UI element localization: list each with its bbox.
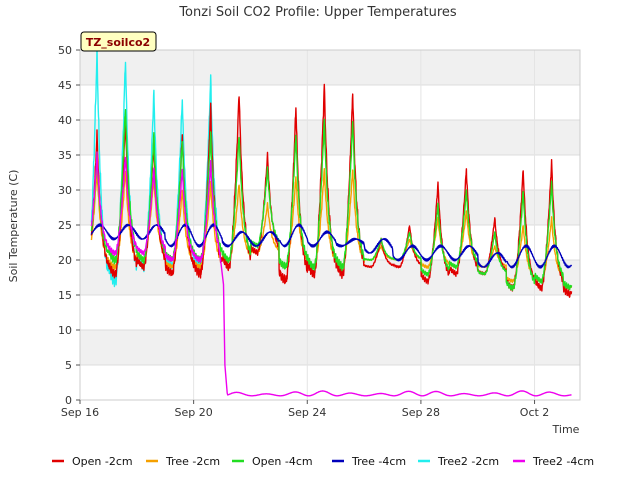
y-tick-label: 25 [58, 219, 72, 232]
series-line-tree2-4cm [90, 151, 572, 397]
y-tick-label: 5 [65, 359, 72, 372]
x-axis-ticks: Sep 16 Sep 20 Sep 24 Sep 28 Oct 2 [61, 400, 549, 419]
y-tick-label: 15 [58, 289, 72, 302]
plot-band [80, 155, 580, 190]
y-axis-ticks: 0 5 10 15 20 25 30 35 40 45 50 [58, 44, 80, 407]
plot-band [80, 330, 580, 365]
plot-band [80, 85, 580, 120]
plot-band [80, 120, 580, 155]
legend-label-open-2cm: Open -2cm [72, 455, 133, 468]
legend-label-open-4cm: Open -4cm [252, 455, 313, 468]
legend-label-tree2-4cm: Tree2 -4cm [532, 455, 594, 468]
series-layer [90, 42, 573, 397]
legend-label-tree-4cm: Tree -4cm [351, 455, 406, 468]
plot-band [80, 50, 580, 85]
y-tick-label: 45 [58, 79, 72, 92]
y-tick-label: 50 [58, 44, 72, 57]
y-tick-label: 35 [58, 149, 72, 162]
x-tick-label: Sep 24 [288, 406, 326, 419]
plot-band [80, 260, 580, 295]
plot-band [80, 365, 580, 400]
x-axis-label: Time [552, 423, 580, 436]
x-tick-label: Sep 20 [175, 406, 213, 419]
series-line-tree-4cm [90, 223, 573, 269]
chart-title: Tonzi Soil CO2 Profile: Upper Temperatur… [178, 5, 457, 20]
x-tick-label: Oct 2 [520, 406, 550, 419]
site-badge-box [80, 31, 157, 52]
series-line-tree-2cm [90, 165, 573, 290]
y-tick-label: 0 [65, 394, 72, 407]
y-tick-label: 20 [58, 254, 72, 267]
y-tick-label: 30 [58, 184, 72, 197]
plot-band [80, 295, 580, 330]
legend: Open -2cm Tree -2cm Open -4cm Tree -4cm Tree… [52, 455, 594, 468]
site-badge: TZ_soilco2 [80, 31, 157, 52]
x-tick-label: Sep 16 [61, 406, 99, 419]
site-badge-label: TZ_soilco2 [86, 36, 150, 49]
legend-label-tree-2cm: Tree -2cm [165, 455, 220, 468]
y-tick-label: 40 [58, 114, 72, 127]
y-tick-label: 10 [58, 324, 72, 337]
legend-label-tree2-2cm: Tree2 -2cm [437, 455, 499, 468]
y-axis-label: Soil Temperature (C) [7, 170, 20, 283]
x-tick-label: Sep 28 [402, 406, 440, 419]
